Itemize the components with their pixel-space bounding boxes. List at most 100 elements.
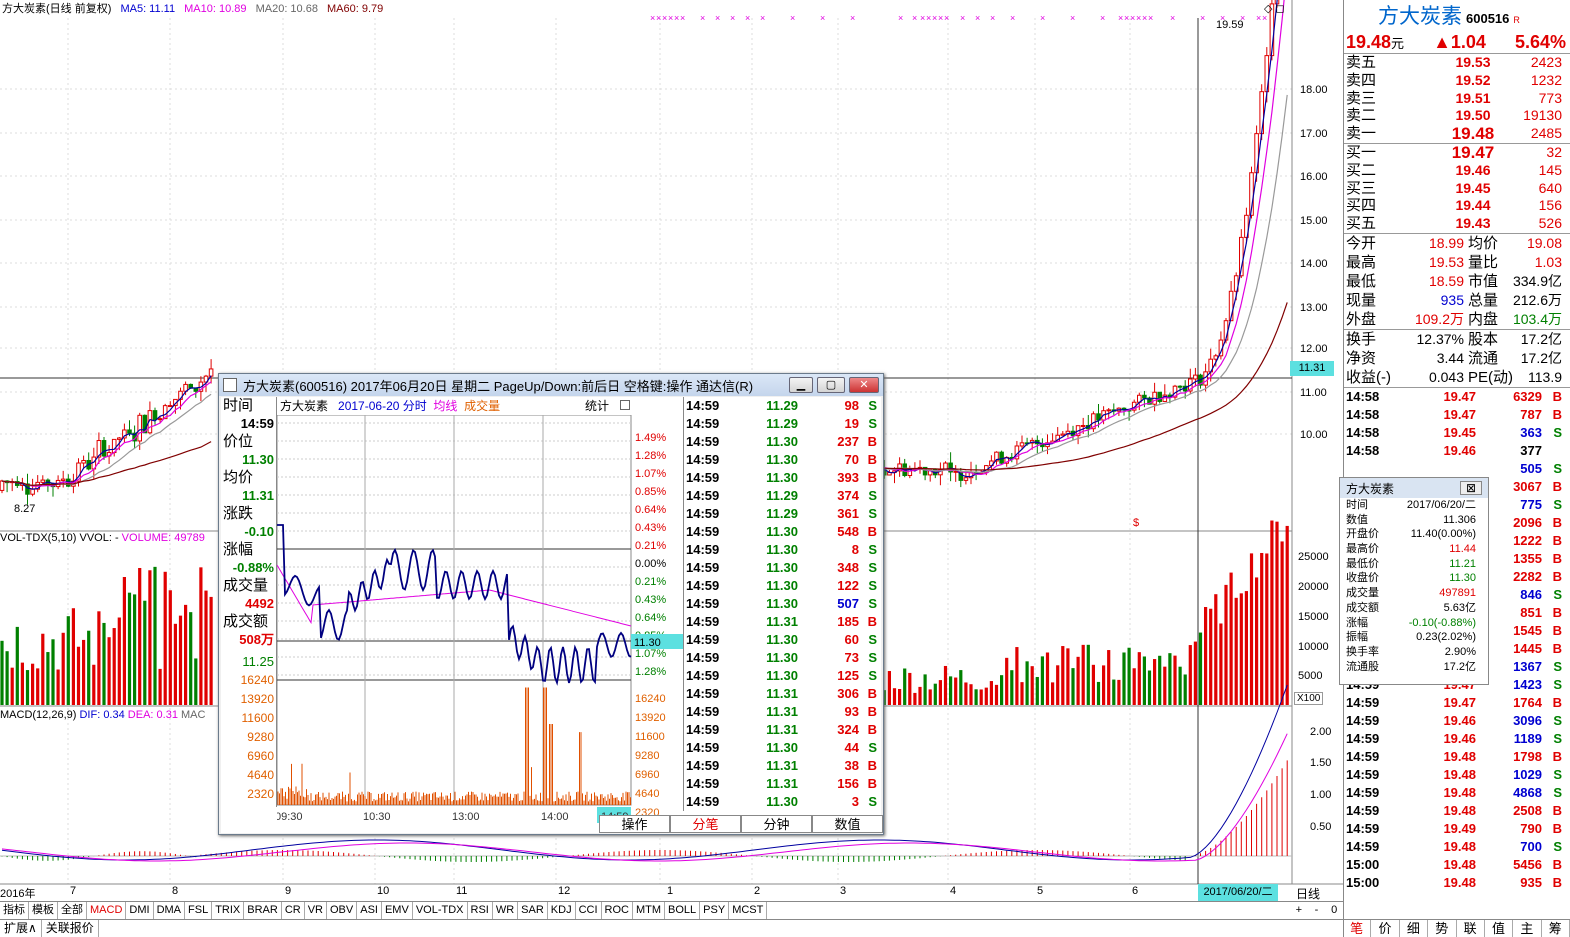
- candle-body: [203, 375, 209, 383]
- bid-row: 买三 19.45 640: [1344, 180, 1570, 198]
- indicator-tab-macd[interactable]: MACD: [87, 902, 127, 919]
- indicator-tab-emv[interactable]: EMV: [382, 902, 413, 919]
- indicator-tab-trix[interactable]: TRIX: [212, 902, 245, 919]
- tick-time: 14:59: [1346, 820, 1380, 836]
- close-button[interactable]: ✕: [849, 377, 879, 393]
- indicator-tab-vr[interactable]: VR: [305, 902, 327, 919]
- tick-row: 14:59 19.49 790 B: [1344, 820, 1570, 838]
- stat-value: 12.37%: [1416, 330, 1464, 347]
- info-label: 涨跌: [223, 505, 254, 522]
- tick-side: S: [1553, 676, 1562, 692]
- tick-volume: 1445: [1513, 640, 1542, 656]
- toggle-icon[interactable]: [620, 400, 630, 410]
- period-label[interactable]: 日线: [1296, 887, 1321, 901]
- volume-bar: [66, 616, 70, 705]
- quote-tab[interactable]: 细: [1400, 920, 1429, 937]
- candle-body: [152, 410, 158, 420]
- price-axis-label: 10.00: [1300, 429, 1328, 441]
- volume-bar: [1265, 553, 1269, 705]
- tick-side: S: [1553, 424, 1562, 440]
- tick-side: S: [868, 668, 877, 683]
- indicator-tab-rsi[interactable]: RSI: [468, 902, 493, 919]
- quote-tab[interactable]: 筹: [1542, 920, 1570, 937]
- ask-row: 卖二 19.50 19130: [1344, 107, 1570, 125]
- dialog-tab[interactable]: 分钟: [741, 815, 812, 833]
- related-quotes-tab[interactable]: 关联报价: [42, 920, 99, 937]
- volume-bar: [1147, 670, 1152, 705]
- month-label: 1: [667, 885, 674, 897]
- indicator-tab-wr[interactable]: WR: [493, 902, 519, 919]
- quote-tab[interactable]: 主: [1513, 920, 1542, 937]
- volume-bar: [5, 651, 9, 705]
- tick-price: 19.46: [1443, 730, 1476, 746]
- volume-bar: [1193, 641, 1197, 705]
- candle-body: [994, 451, 999, 462]
- volume-bar: [1096, 681, 1101, 705]
- indicator-tab-dma[interactable]: DMA: [154, 902, 186, 919]
- stats-button[interactable]: 统计: [585, 399, 610, 413]
- tick-time: 14:59: [686, 542, 720, 557]
- indicator-tab-全部[interactable]: 全部: [58, 902, 87, 919]
- month-label: 5: [1037, 885, 1044, 897]
- zoom-in-button[interactable]: +: [1295, 904, 1303, 916]
- indicator-tab-boll[interactable]: BOLL: [665, 902, 701, 919]
- tick-side: S: [868, 578, 877, 593]
- quote-tab[interactable]: 笔: [1343, 920, 1372, 937]
- left-vol-label: 9280: [247, 730, 274, 744]
- quote-tab[interactable]: 价: [1371, 920, 1400, 937]
- stat-label: PE(动): [1468, 368, 1514, 386]
- tick-price: 19.48: [1443, 766, 1476, 782]
- ask-row: 卖四 19.52 1232: [1344, 72, 1570, 90]
- dialog-tab[interactable]: 操作: [599, 815, 670, 833]
- indicator-tab-sar[interactable]: SAR: [518, 902, 548, 919]
- indicator-tab-dmi[interactable]: DMI: [126, 902, 154, 919]
- intraday-tick-list: 14:59 11.29 98 S 14:59 11.29 19 S 14:59 11.30 237 B…: [683, 397, 881, 811]
- indicator-tab-roc[interactable]: ROC: [602, 902, 633, 919]
- tick-time: 14:59: [1346, 748, 1380, 764]
- indicator-tab-kdj[interactable]: KDJ: [548, 902, 576, 919]
- intraday-price-line: [277, 524, 632, 686]
- tick-volume: 185: [837, 614, 859, 629]
- indicator-tab-指标[interactable]: 指标: [0, 902, 29, 919]
- maximize-button[interactable]: ▢: [817, 377, 845, 393]
- indicator-tab-obv[interactable]: OBV: [327, 902, 358, 919]
- zoom-out-button[interactable]: -: [1314, 904, 1319, 916]
- chart-corner-icons[interactable]: ◇ ◻: [1264, 3, 1285, 15]
- tick-price: 19.48: [1443, 784, 1476, 800]
- dialog-tab[interactable]: 数值: [812, 815, 883, 833]
- indicator-tab-fsl[interactable]: FSL: [185, 902, 213, 919]
- indicator-tab-cr[interactable]: CR: [282, 902, 305, 919]
- tick-time: 14:59: [686, 488, 720, 503]
- indicator-tab-cci[interactable]: CCI: [576, 902, 602, 919]
- indicator-tab-psy[interactable]: PSY: [700, 902, 730, 919]
- volume-bar: [887, 671, 891, 705]
- candle-body: [953, 470, 959, 473]
- signal-mark: ×: [1262, 13, 1267, 23]
- close-icon[interactable]: ⊠: [1460, 481, 1482, 495]
- quote-tab[interactable]: 势: [1428, 920, 1457, 937]
- minimize-button[interactable]: ▁: [789, 377, 813, 393]
- dialog-tab[interactable]: 分笔: [670, 815, 741, 833]
- tick-row: 846 S: [1344, 586, 1570, 604]
- stat-value: 103.4万: [1512, 310, 1562, 327]
- dialog-titlebar[interactable]: 方大炭素(600516) 2017年06月20日 星期二 PageUp/Down…: [219, 374, 883, 396]
- indicator-tab-vol-tdx[interactable]: VOL-TDX: [413, 902, 468, 919]
- signal-mark: ×: [1142, 13, 1147, 23]
- zoom-reset-button[interactable]: 0: [1331, 904, 1338, 916]
- intraday-chart[interactable]: 1.49% 1.28% 1.07% 0.85% 0.64% 0.43% 0.21% 0.00%…: [277, 415, 683, 833]
- quote-tab[interactable]: 联: [1457, 920, 1485, 937]
- indicator-tab-mtm[interactable]: MTM: [633, 902, 666, 919]
- chart-date: 2017-06-20 分时: [338, 399, 427, 413]
- volume-bar: [46, 652, 50, 705]
- indicator-tab-asi[interactable]: ASI: [357, 902, 382, 919]
- expand-tab[interactable]: 扩展∧: [0, 920, 42, 937]
- tick-price: 19.46: [1443, 712, 1476, 728]
- indicator-tab-mcst[interactable]: MCST: [729, 902, 768, 919]
- left-vol-label: 2320: [247, 787, 274, 801]
- quote-tab[interactable]: 值: [1485, 920, 1514, 937]
- stat-label: 现量: [1346, 291, 1377, 309]
- indicator-tab-brar[interactable]: BRAR: [244, 902, 282, 919]
- indicator-tab-模板[interactable]: 模板: [29, 902, 58, 919]
- volume-bar: [1255, 577, 1259, 705]
- tick-side: B: [1552, 406, 1562, 422]
